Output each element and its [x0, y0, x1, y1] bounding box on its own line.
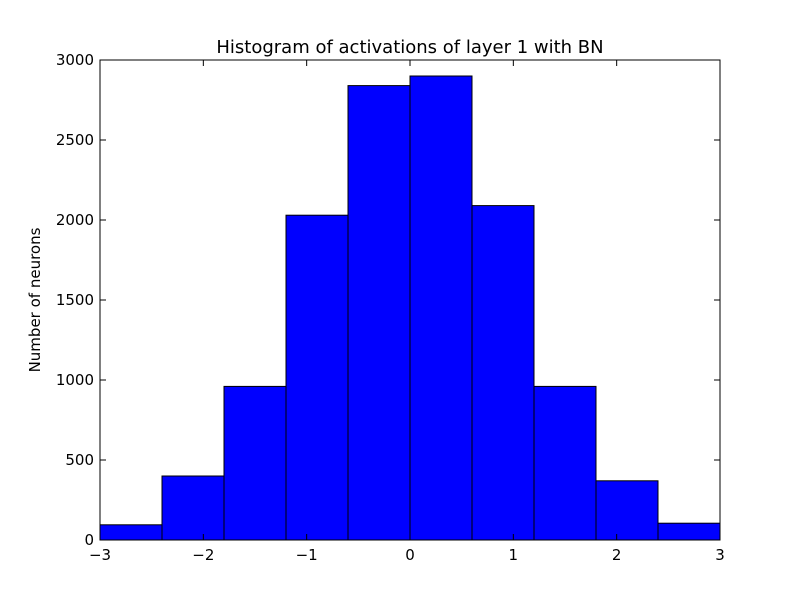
x-tick-label: 0 [405, 546, 415, 564]
y-tick-label: 3000 [56, 51, 94, 69]
y-tick-label: 500 [65, 451, 94, 469]
histogram-bar [99, 524, 163, 541]
x-tick-label: −3 [89, 546, 111, 564]
x-tick-label: 3 [715, 546, 725, 564]
tick-labels-group: −3 −2 −1 0 1 2 3 0 500 1000 1500 2000 2500 3000 [56, 51, 725, 564]
histogram-bar [657, 522, 721, 541]
histogram-bar [595, 480, 659, 541]
chart-title: Histogram of activations of layer 1 with… [216, 37, 603, 58]
x-tick-label: 1 [509, 546, 519, 564]
histogram-bar [347, 85, 411, 541]
histogram-bar [285, 214, 349, 541]
histogram-bar [533, 385, 597, 541]
histogram-bar [161, 475, 225, 541]
y-tick-label: 1000 [56, 371, 94, 389]
y-axis-label: Number of neurons [26, 227, 44, 372]
plot-area-frame [99, 59, 721, 541]
y-tick-label: 0 [84, 531, 94, 549]
x-tick-label: −2 [192, 546, 214, 564]
y-tick-label: 2500 [56, 131, 94, 149]
x-tick-label: −1 [296, 546, 318, 564]
y-tick-label: 2000 [56, 211, 94, 229]
histogram-bar [471, 205, 535, 541]
histogram-bar [409, 75, 473, 541]
x-tick-label: 2 [612, 546, 622, 564]
y-tick-label: 1500 [56, 291, 94, 309]
histogram-bar [223, 385, 287, 541]
bars-group [99, 75, 721, 541]
